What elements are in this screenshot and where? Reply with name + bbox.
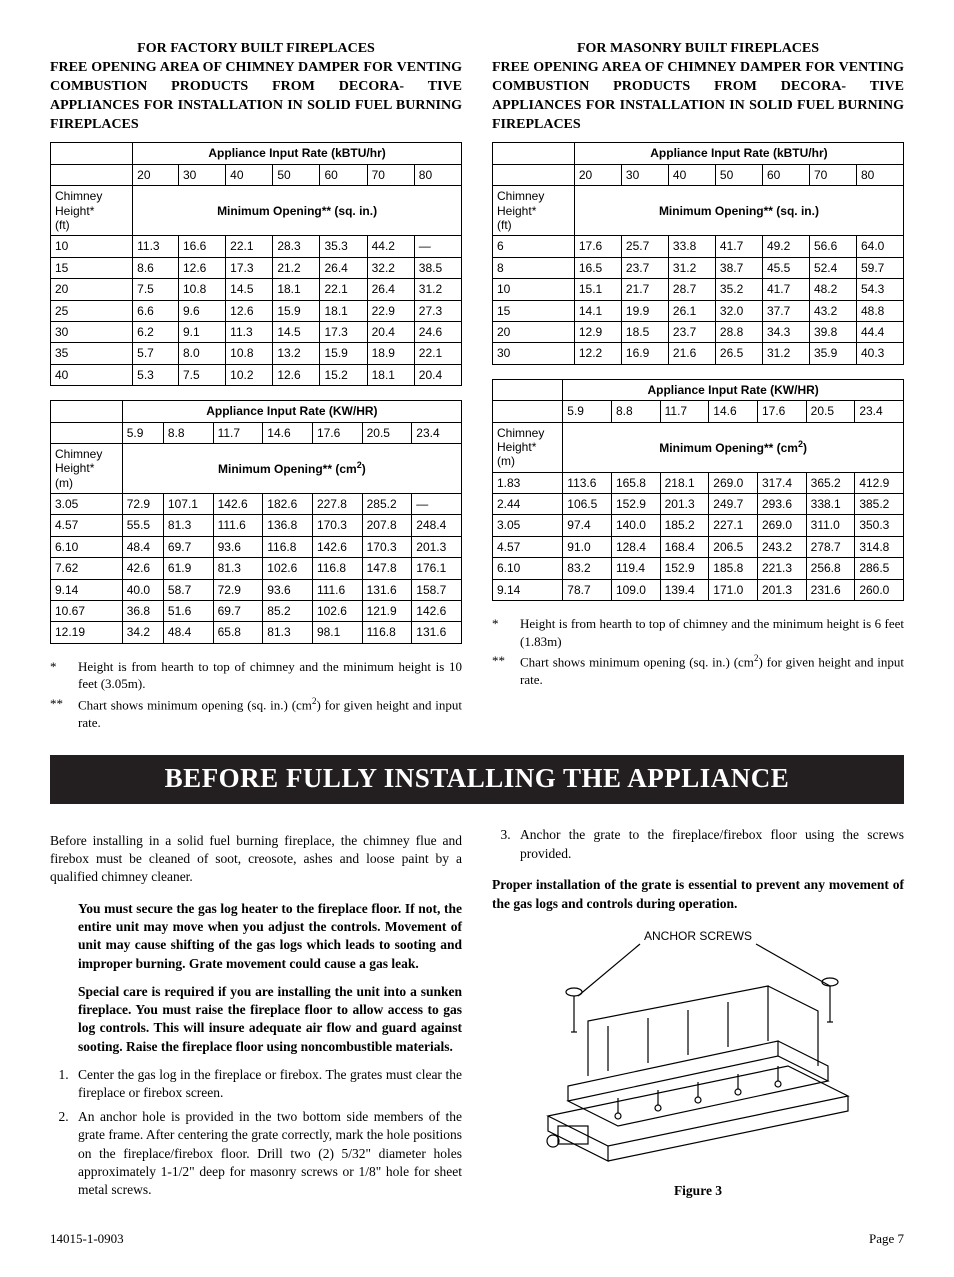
left-table-1: Appliance Input Rate (kBTU/hr)2030405060… (50, 142, 462, 386)
fn-mark: * (492, 615, 520, 650)
left-title-line1: FOR FACTORY BUILT FIREPLACES (50, 40, 462, 59)
left-table-2: Appliance Input Rate (KW/HR)5.98.811.714… (50, 400, 462, 644)
left-fn2: ** Chart shows minimum opening (sq. in.)… (50, 695, 462, 731)
step-1: Center the gas log in the fireplace or f… (72, 1066, 462, 1102)
intro-text: Before installing in a solid fuel burnin… (50, 832, 462, 887)
fn-text: Chart shows minimum opening (sq. in.) (c… (78, 695, 462, 731)
fn-text: Chart shows minimum opening (sq. in.) (c… (520, 652, 904, 688)
anchor-diagram-icon: ANCHOR SCREWS (518, 926, 878, 1176)
step-2: An anchor hole is provided in the two bo… (72, 1108, 462, 1199)
right-fn2: ** Chart shows minimum opening (sq. in.)… (492, 652, 904, 688)
bold-block-2: Special care is required if you are inst… (78, 983, 462, 1056)
steps-list-cont: Anchor the grate to the fireplace/firebo… (492, 826, 904, 862)
right-title-rest: FREE OPENING AREA OF CHIMNEY DAMPER FOR … (492, 60, 904, 132)
fn-mark: ** (492, 652, 520, 688)
fn-mark: ** (50, 695, 78, 731)
right-fn1: * Height is from hearth to top of chimne… (492, 615, 904, 650)
right-table-1: Appliance Input Rate (kBTU/hr)2030405060… (492, 142, 904, 364)
right-table-2: Appliance Input Rate (KW/HR)5.98.811.714… (492, 379, 904, 601)
figure-3: ANCHOR SCREWS (492, 926, 904, 1200)
left-title-rest: FREE OPENING AREA OF CHIMNEY DAMPER FOR … (50, 60, 462, 132)
section-banner: BEFORE FULLY INSTALLING THE APPLIANCE (50, 755, 904, 804)
svg-text:ANCHOR SCREWS: ANCHOR SCREWS (644, 929, 752, 943)
page-footer: 14015-1-0903 Page 7 (50, 1231, 904, 1247)
fn-mark: * (50, 658, 78, 693)
footer-left: 14015-1-0903 (50, 1231, 124, 1247)
bold-block-3: Proper installation of the grate is esse… (492, 876, 904, 912)
bottom-columns: Before installing in a solid fuel burnin… (50, 818, 904, 1207)
steps-list: Center the gas log in the fireplace or f… (50, 1066, 462, 1200)
right-title-line1: FOR MASONRY BUILT FIREPLACES (492, 40, 904, 59)
step-3: Anchor the grate to the fireplace/firebo… (514, 826, 904, 862)
fn-text: Height is from hearth to top of chimney … (520, 615, 904, 650)
bottom-right-col: Anchor the grate to the fireplace/firebo… (492, 818, 904, 1207)
top-columns: FOR FACTORY BUILT FIREPLACES FREE OPENIN… (50, 40, 904, 733)
figure-caption: Figure 3 (492, 1182, 904, 1200)
bottom-left-col: Before installing in a solid fuel burnin… (50, 818, 462, 1207)
bold-block-1: You must secure the gas log heater to th… (78, 900, 462, 973)
right-footnotes: * Height is from hearth to top of chimne… (492, 615, 904, 689)
footer-right: Page 7 (869, 1231, 904, 1247)
left-column: FOR FACTORY BUILT FIREPLACES FREE OPENIN… (50, 40, 462, 733)
left-fn1: * Height is from hearth to top of chimne… (50, 658, 462, 693)
right-column: FOR MASONRY BUILT FIREPLACES FREE OPENIN… (492, 40, 904, 733)
left-title: FOR FACTORY BUILT FIREPLACES FREE OPENIN… (50, 40, 462, 134)
left-footnotes: * Height is from hearth to top of chimne… (50, 658, 462, 732)
fn-text: Height is from hearth to top of chimney … (78, 658, 462, 693)
right-title: FOR MASONRY BUILT FIREPLACES FREE OPENIN… (492, 40, 904, 134)
